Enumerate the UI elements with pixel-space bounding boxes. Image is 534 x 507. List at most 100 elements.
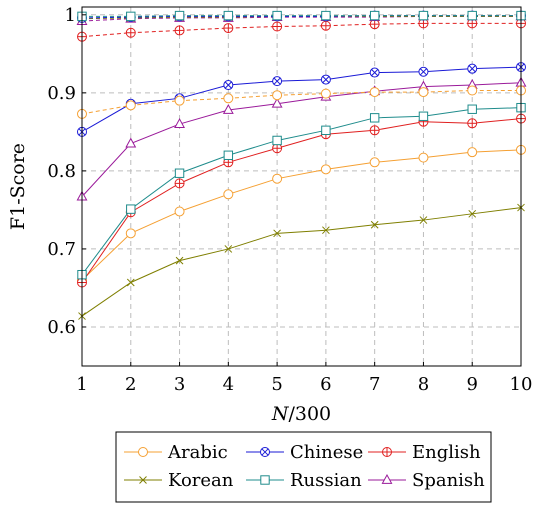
legend-label: Chinese <box>290 442 363 463</box>
data-point <box>321 125 331 136</box>
data-point <box>174 168 185 178</box>
data-point <box>418 152 429 163</box>
data-point <box>272 10 282 21</box>
series-layer <box>76 10 527 320</box>
data-point <box>125 137 137 148</box>
legend-entry-arabic: Arabic <box>124 442 228 463</box>
data-point <box>467 85 478 96</box>
data-point <box>223 150 234 160</box>
series-russian <box>77 102 526 280</box>
data-point <box>320 88 331 99</box>
data-point <box>174 118 185 128</box>
data-point <box>223 80 234 91</box>
x-tick-label: 7 <box>369 374 380 395</box>
tick-layer: 1 2 3 4 5 6 7 8 9 10 0.6 0.7 0.8 0.9 1 <box>47 5 532 395</box>
data-point <box>320 164 331 175</box>
data-point <box>126 204 136 214</box>
data-point <box>418 10 429 21</box>
data-point <box>272 21 283 32</box>
y-axis-title: F1-Score <box>7 143 29 230</box>
data-point <box>174 25 185 36</box>
data-point <box>174 95 185 106</box>
data-point <box>223 189 234 200</box>
x-axis-title: N/300 <box>271 403 331 425</box>
data-point <box>369 113 380 123</box>
y-tick-label: 0.7 <box>47 239 76 260</box>
x-tick-label: 4 <box>223 374 234 395</box>
series-arabic <box>77 144 526 286</box>
data-point <box>369 67 380 78</box>
series-line <box>81 22 521 38</box>
series-line <box>81 90 521 115</box>
data-point <box>467 63 478 74</box>
series-dashed-8 <box>76 10 527 25</box>
legend-label: Russian <box>290 470 362 491</box>
legend-marker <box>139 476 147 484</box>
legend-entry-english: English <box>368 442 481 463</box>
series-line <box>81 82 522 197</box>
data-point <box>125 100 136 111</box>
series-line <box>81 107 522 275</box>
data-point <box>320 20 331 31</box>
legend-marker <box>382 447 392 457</box>
x-tick-label: 5 <box>271 374 282 395</box>
data-point <box>320 74 331 85</box>
x-tick-label: 1 <box>76 374 87 395</box>
data-point <box>174 206 185 217</box>
data-point <box>369 10 380 21</box>
legend: Arabic Chinese English Korean Russian Spanish <box>115 431 492 503</box>
series-dashed-7 <box>77 18 526 42</box>
legend-entry-korean: Korean <box>124 470 234 491</box>
data-point <box>126 11 136 22</box>
data-point <box>174 178 185 189</box>
data-point <box>222 103 234 114</box>
x-tick-label: 9 <box>466 374 477 395</box>
plot-frame <box>81 6 522 367</box>
y-tick-label: 0.8 <box>47 161 76 182</box>
legend-marker <box>381 473 393 484</box>
x-tick-label: 10 <box>510 374 533 395</box>
x-tick-label: 3 <box>174 374 185 395</box>
series-line <box>82 15 521 17</box>
data-point <box>418 87 429 98</box>
data-point <box>174 10 185 21</box>
data-point <box>175 256 184 265</box>
series-english <box>77 113 526 288</box>
series-line <box>81 66 522 133</box>
data-point <box>369 157 380 168</box>
legend-box <box>115 431 492 503</box>
data-point <box>467 118 478 129</box>
grid-layer <box>81 7 522 366</box>
data-point <box>223 23 234 34</box>
data-point <box>272 76 283 87</box>
legend-label: Korean <box>168 470 234 491</box>
data-point <box>369 125 380 136</box>
series-chinese <box>77 62 526 137</box>
legend-marker <box>138 447 148 457</box>
x-tick-label: 8 <box>418 374 429 395</box>
data-point <box>467 104 477 114</box>
data-point <box>418 66 429 77</box>
data-point <box>272 90 283 101</box>
legend-entry-russian: Russian <box>246 470 362 491</box>
series-korean <box>78 203 525 320</box>
data-point <box>467 147 478 158</box>
data-point <box>321 10 331 21</box>
series-dashed-11 <box>77 10 526 22</box>
x-tick-label: 6 <box>320 374 331 395</box>
data-point <box>370 220 379 229</box>
data-point <box>418 111 429 121</box>
data-point <box>125 228 136 239</box>
legend-label: Arabic <box>167 442 228 463</box>
series-line <box>81 207 522 317</box>
legend-marker <box>260 447 270 457</box>
data-point <box>272 173 283 184</box>
data-point <box>272 143 283 154</box>
data-point <box>223 93 234 104</box>
data-point <box>322 226 330 235</box>
x-tick-label: 2 <box>125 374 136 395</box>
legend-marker <box>260 475 270 485</box>
legend-label: Spanish <box>412 470 485 491</box>
data-point <box>223 10 234 21</box>
